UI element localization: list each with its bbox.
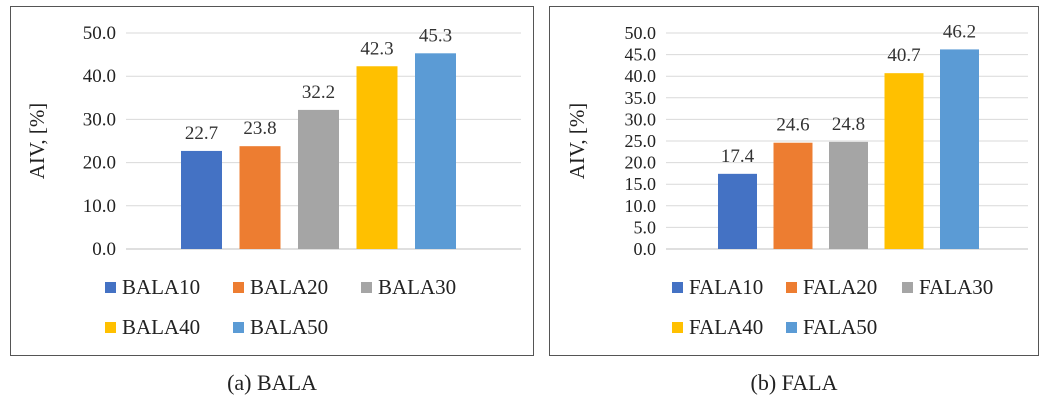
data-label-fala30: 24.8 <box>832 114 865 135</box>
legend-label: BALA30 <box>378 275 457 299</box>
chart-panel-fala: 0.0 5.0 10.0 15.0 20.0 25.0 30.0 35.0 40.0 45.0 50… <box>549 6 1039 356</box>
data-label-bala40: 42.3 <box>360 38 393 59</box>
legend-label: FALA40 <box>689 315 764 339</box>
legend-label: FALA30 <box>919 275 994 299</box>
legend-item-fala50: FALA50 <box>786 315 877 340</box>
y-tick-label: 0.0 <box>634 239 657 259</box>
legend-swatch <box>105 322 116 333</box>
legend-swatch <box>361 282 372 293</box>
data-label-fala20: 24.6 <box>776 115 809 136</box>
bar-fala20 <box>773 142 813 249</box>
data-label-bala50: 45.3 <box>419 25 452 46</box>
y-tick-label: 50.0 <box>83 23 116 44</box>
y-tick-label: 10.0 <box>83 196 116 217</box>
bala-bar-chart: 0.0 10.0 20.0 30.0 40.0 50.0 AIV, [%] 22.7 23.8 3… <box>25 23 521 260</box>
legend-item-bala10: BALA10 <box>105 275 200 300</box>
y-tick-label: 20.0 <box>83 153 116 174</box>
legend-swatch <box>902 282 913 293</box>
legend-label: BALA40 <box>122 315 201 339</box>
y-tick-label: 35.0 <box>625 88 657 108</box>
legend-item-fala20: FALA20 <box>786 275 877 300</box>
legend-swatch <box>786 322 797 333</box>
legend-label: FALA20 <box>803 275 878 299</box>
y-tick-label: 50.0 <box>625 23 657 43</box>
bar-bala30 <box>298 109 339 249</box>
legend-swatch <box>105 282 116 293</box>
legend-swatch <box>672 322 683 333</box>
legend-label: BALA10 <box>122 275 201 299</box>
legend-item-bala40: BALA40 <box>105 315 200 340</box>
data-label-bala30: 32.2 <box>302 82 335 103</box>
legend-swatch <box>786 282 797 293</box>
y-tick-label: 30.0 <box>625 109 657 129</box>
legend-label: FALA10 <box>689 275 764 299</box>
bar-bala10 <box>181 150 222 249</box>
bar-bala50 <box>415 53 456 249</box>
legend-swatch <box>233 322 244 333</box>
legend-label: BALA20 <box>250 275 329 299</box>
bar-fala30 <box>829 141 868 249</box>
data-label-fala50: 46.2 <box>943 21 976 42</box>
y-tick-label: 30.0 <box>83 109 116 130</box>
legend-item-fala10: FALA10 <box>672 275 763 300</box>
fala-bar-chart: 0.05.010.015.020.025.030.035.040.045.050… <box>565 21 1028 259</box>
bar-bala20 <box>239 146 281 249</box>
y-tick-label: 40.0 <box>83 66 116 87</box>
y-tick-label: 0.0 <box>92 239 116 260</box>
legend-swatch <box>233 282 244 293</box>
y-tick-label: 20.0 <box>625 153 657 173</box>
data-label-fala40: 40.7 <box>887 45 920 66</box>
legend-label: FALA50 <box>803 315 878 339</box>
legend-item-bala20: BALA20 <box>233 275 328 300</box>
y-tick-label: 25.0 <box>625 131 657 151</box>
bar-fala50 <box>940 49 979 249</box>
bar-bala40 <box>356 66 398 249</box>
data-label-bala10: 22.7 <box>185 123 218 144</box>
y-tick-label: 15.0 <box>625 174 657 194</box>
y-tick-label: 40.0 <box>625 66 657 86</box>
data-label-bala20: 23.8 <box>243 118 276 139</box>
legend-item-fala40: FALA40 <box>672 315 763 340</box>
caption-bala: (a) BALA <box>227 370 317 395</box>
data-label-fala10: 17.4 <box>721 146 755 167</box>
legend-label: BALA50 <box>250 315 329 339</box>
legend-item-bala30: BALA30 <box>361 275 456 300</box>
legend-item-bala50: BALA50 <box>233 315 328 340</box>
legend-item-fala30: FALA30 <box>902 275 993 300</box>
legend-swatch <box>672 282 683 293</box>
y-tick-label: 5.0 <box>634 217 657 237</box>
bar-fala10 <box>718 173 757 249</box>
y-tick-label: 45.0 <box>625 45 657 65</box>
chart-panel-bala: 0.0 10.0 20.0 30.0 40.0 50.0 AIV, [%] 22.7 23.8 3… <box>10 6 534 356</box>
caption-fala: (b) FALA <box>750 370 838 395</box>
bar-fala40 <box>884 73 924 250</box>
y-axis-label: AIV, [%] <box>25 103 49 180</box>
y-axis-label: AIV, [%] <box>565 103 589 180</box>
y-tick-label: 10.0 <box>625 196 657 216</box>
